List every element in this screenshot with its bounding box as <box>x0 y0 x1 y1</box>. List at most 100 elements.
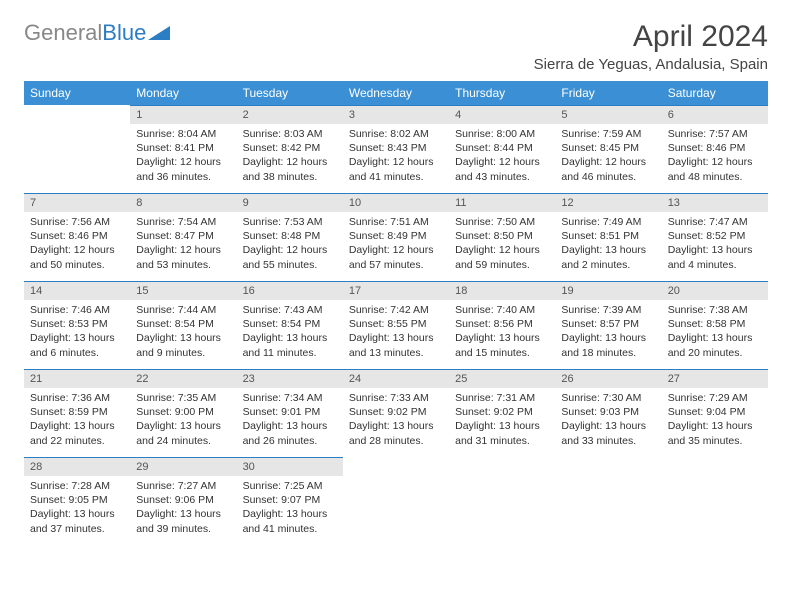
calendar-cell: 15Sunrise: 7:44 AMSunset: 8:54 PMDayligh… <box>130 281 236 369</box>
calendar-cell: 13Sunrise: 7:47 AMSunset: 8:52 PMDayligh… <box>662 193 768 281</box>
day-content: Sunrise: 7:49 AMSunset: 8:51 PMDaylight:… <box>555 212 661 276</box>
day-number: 20 <box>662 281 768 300</box>
day-content: Sunrise: 7:31 AMSunset: 9:02 PMDaylight:… <box>449 388 555 452</box>
day-header: Sunday <box>24 81 130 105</box>
day-content: Sunrise: 7:27 AMSunset: 9:06 PMDaylight:… <box>130 476 236 540</box>
calendar-cell <box>662 457 768 545</box>
calendar-week: 14Sunrise: 7:46 AMSunset: 8:53 PMDayligh… <box>24 281 768 369</box>
day-content: Sunrise: 8:00 AMSunset: 8:44 PMDaylight:… <box>449 124 555 188</box>
calendar-cell: 9Sunrise: 7:53 AMSunset: 8:48 PMDaylight… <box>237 193 343 281</box>
day-header: Friday <box>555 81 661 105</box>
calendar-cell: 14Sunrise: 7:46 AMSunset: 8:53 PMDayligh… <box>24 281 130 369</box>
day-number: 2 <box>237 105 343 124</box>
day-content: Sunrise: 7:57 AMSunset: 8:46 PMDaylight:… <box>662 124 768 188</box>
day-content: Sunrise: 8:04 AMSunset: 8:41 PMDaylight:… <box>130 124 236 188</box>
day-number: 15 <box>130 281 236 300</box>
logo-triangle-icon <box>148 20 170 46</box>
day-content: Sunrise: 7:44 AMSunset: 8:54 PMDaylight:… <box>130 300 236 364</box>
day-number: 23 <box>237 369 343 388</box>
calendar-cell: 25Sunrise: 7:31 AMSunset: 9:02 PMDayligh… <box>449 369 555 457</box>
day-number: 12 <box>555 193 661 212</box>
day-header: Thursday <box>449 81 555 105</box>
title-block: April 2024 Sierra de Yeguas, Andalusia, … <box>534 20 768 73</box>
day-content: Sunrise: 7:54 AMSunset: 8:47 PMDaylight:… <box>130 212 236 276</box>
day-header: Saturday <box>662 81 768 105</box>
day-content: Sunrise: 7:28 AMSunset: 9:05 PMDaylight:… <box>24 476 130 540</box>
day-content: Sunrise: 7:33 AMSunset: 9:02 PMDaylight:… <box>343 388 449 452</box>
calendar-cell <box>449 457 555 545</box>
day-number: 14 <box>24 281 130 300</box>
day-number: 10 <box>343 193 449 212</box>
calendar-cell: 29Sunrise: 7:27 AMSunset: 9:06 PMDayligh… <box>130 457 236 545</box>
day-number: 29 <box>130 457 236 476</box>
day-number: 21 <box>24 369 130 388</box>
calendar-cell: 12Sunrise: 7:49 AMSunset: 8:51 PMDayligh… <box>555 193 661 281</box>
day-number: 28 <box>24 457 130 476</box>
day-content: Sunrise: 7:39 AMSunset: 8:57 PMDaylight:… <box>555 300 661 364</box>
calendar-week: 1Sunrise: 8:04 AMSunset: 8:41 PMDaylight… <box>24 105 768 193</box>
day-content: Sunrise: 7:25 AMSunset: 9:07 PMDaylight:… <box>237 476 343 540</box>
calendar-cell: 17Sunrise: 7:42 AMSunset: 8:55 PMDayligh… <box>343 281 449 369</box>
day-number: 1 <box>130 105 236 124</box>
calendar-cell: 26Sunrise: 7:30 AMSunset: 9:03 PMDayligh… <box>555 369 661 457</box>
day-number: 16 <box>237 281 343 300</box>
calendar-cell: 11Sunrise: 7:50 AMSunset: 8:50 PMDayligh… <box>449 193 555 281</box>
day-header: Monday <box>130 81 236 105</box>
day-content: Sunrise: 7:29 AMSunset: 9:04 PMDaylight:… <box>662 388 768 452</box>
calendar-body: 1Sunrise: 8:04 AMSunset: 8:41 PMDaylight… <box>24 105 768 545</box>
calendar-cell: 16Sunrise: 7:43 AMSunset: 8:54 PMDayligh… <box>237 281 343 369</box>
day-content: Sunrise: 7:46 AMSunset: 8:53 PMDaylight:… <box>24 300 130 364</box>
day-content: Sunrise: 7:42 AMSunset: 8:55 PMDaylight:… <box>343 300 449 364</box>
day-number: 9 <box>237 193 343 212</box>
day-number: 24 <box>343 369 449 388</box>
day-content: Sunrise: 8:02 AMSunset: 8:43 PMDaylight:… <box>343 124 449 188</box>
calendar-cell: 1Sunrise: 8:04 AMSunset: 8:41 PMDaylight… <box>130 105 236 193</box>
day-number: 19 <box>555 281 661 300</box>
calendar-cell: 6Sunrise: 7:57 AMSunset: 8:46 PMDaylight… <box>662 105 768 193</box>
calendar-cell: 28Sunrise: 7:28 AMSunset: 9:05 PMDayligh… <box>24 457 130 545</box>
calendar-cell: 30Sunrise: 7:25 AMSunset: 9:07 PMDayligh… <box>237 457 343 545</box>
day-number: 5 <box>555 105 661 124</box>
day-content: Sunrise: 7:35 AMSunset: 9:00 PMDaylight:… <box>130 388 236 452</box>
calendar-cell: 3Sunrise: 8:02 AMSunset: 8:43 PMDaylight… <box>343 105 449 193</box>
day-number: 22 <box>130 369 236 388</box>
calendar-cell: 8Sunrise: 7:54 AMSunset: 8:47 PMDaylight… <box>130 193 236 281</box>
day-number: 8 <box>130 193 236 212</box>
calendar-cell <box>555 457 661 545</box>
logo: GeneralBlue <box>24 20 170 46</box>
day-content: Sunrise: 7:51 AMSunset: 8:49 PMDaylight:… <box>343 212 449 276</box>
calendar-cell: 7Sunrise: 7:56 AMSunset: 8:46 PMDaylight… <box>24 193 130 281</box>
header: GeneralBlue April 2024 Sierra de Yeguas,… <box>24 20 768 73</box>
calendar-cell <box>343 457 449 545</box>
calendar-week: 21Sunrise: 7:36 AMSunset: 8:59 PMDayligh… <box>24 369 768 457</box>
day-number: 18 <box>449 281 555 300</box>
calendar-cell: 27Sunrise: 7:29 AMSunset: 9:04 PMDayligh… <box>662 369 768 457</box>
day-content: Sunrise: 7:38 AMSunset: 8:58 PMDaylight:… <box>662 300 768 364</box>
calendar-cell: 10Sunrise: 7:51 AMSunset: 8:49 PMDayligh… <box>343 193 449 281</box>
day-content: Sunrise: 7:30 AMSunset: 9:03 PMDaylight:… <box>555 388 661 452</box>
day-content: Sunrise: 7:56 AMSunset: 8:46 PMDaylight:… <box>24 212 130 276</box>
day-content: Sunrise: 7:50 AMSunset: 8:50 PMDaylight:… <box>449 212 555 276</box>
day-content: Sunrise: 7:36 AMSunset: 8:59 PMDaylight:… <box>24 388 130 452</box>
calendar-cell: 22Sunrise: 7:35 AMSunset: 9:00 PMDayligh… <box>130 369 236 457</box>
day-number: 7 <box>24 193 130 212</box>
day-number: 27 <box>662 369 768 388</box>
day-header: Tuesday <box>237 81 343 105</box>
calendar-cell: 2Sunrise: 8:03 AMSunset: 8:42 PMDaylight… <box>237 105 343 193</box>
calendar-cell: 21Sunrise: 7:36 AMSunset: 8:59 PMDayligh… <box>24 369 130 457</box>
calendar-cell: 19Sunrise: 7:39 AMSunset: 8:57 PMDayligh… <box>555 281 661 369</box>
location: Sierra de Yeguas, Andalusia, Spain <box>534 56 768 73</box>
day-content: Sunrise: 7:43 AMSunset: 8:54 PMDaylight:… <box>237 300 343 364</box>
day-header-row: SundayMondayTuesdayWednesdayThursdayFrid… <box>24 81 768 105</box>
day-number: 3 <box>343 105 449 124</box>
day-content: Sunrise: 7:40 AMSunset: 8:56 PMDaylight:… <box>449 300 555 364</box>
logo-text-blue: Blue <box>102 20 146 46</box>
day-content: Sunrise: 7:47 AMSunset: 8:52 PMDaylight:… <box>662 212 768 276</box>
day-number: 26 <box>555 369 661 388</box>
day-content: Sunrise: 7:53 AMSunset: 8:48 PMDaylight:… <box>237 212 343 276</box>
day-content: Sunrise: 7:59 AMSunset: 8:45 PMDaylight:… <box>555 124 661 188</box>
day-number: 25 <box>449 369 555 388</box>
calendar-cell: 24Sunrise: 7:33 AMSunset: 9:02 PMDayligh… <box>343 369 449 457</box>
calendar-cell: 20Sunrise: 7:38 AMSunset: 8:58 PMDayligh… <box>662 281 768 369</box>
calendar-cell: 23Sunrise: 7:34 AMSunset: 9:01 PMDayligh… <box>237 369 343 457</box>
